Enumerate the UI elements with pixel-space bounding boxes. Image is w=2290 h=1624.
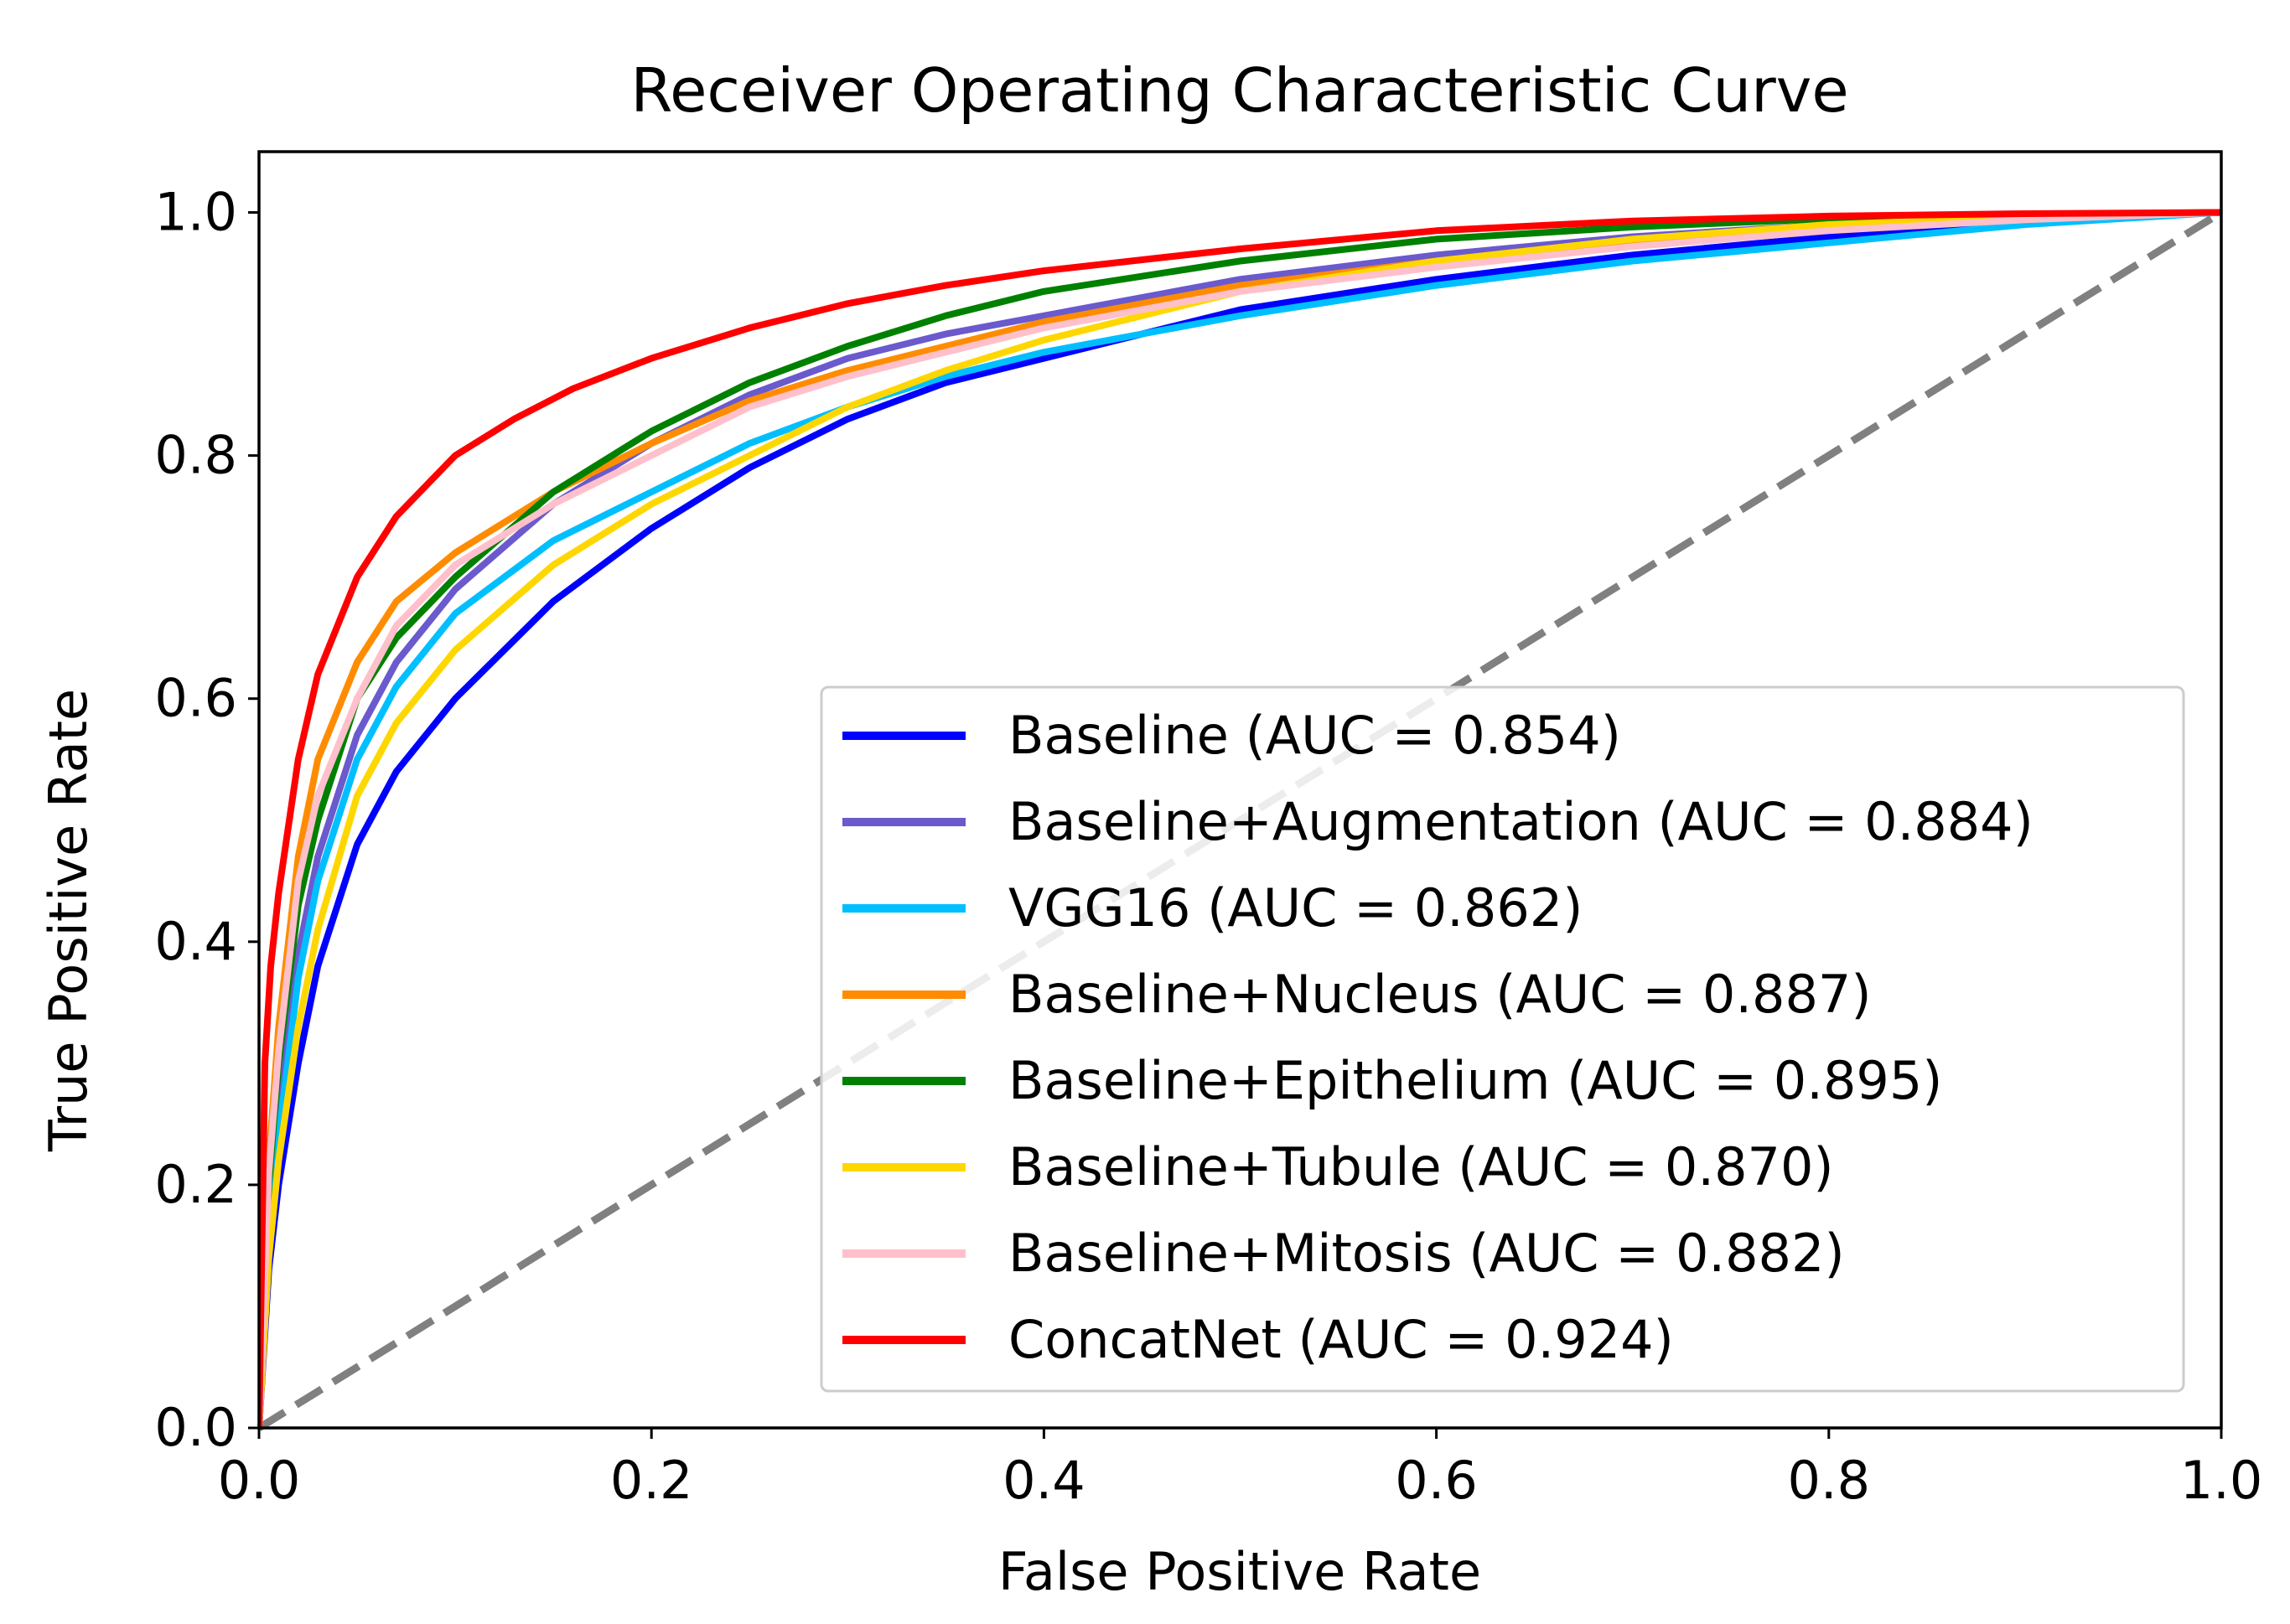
legend-label-3: VGG16 (AUC = 0.862)	[1008, 877, 1583, 939]
legend-label-4: Baseline+Nucleus (AUC = 0.887)	[1008, 964, 1872, 1025]
plot-frame	[257, 150, 2223, 1430]
series-line-1	[259, 209, 2221, 1428]
x-tick-label: 1.0	[2180, 1450, 2263, 1511]
series-lines	[259, 209, 2221, 1428]
series-line-3	[259, 209, 2221, 1428]
x-axis-label: False Positive Rate	[998, 1541, 1481, 1602]
x-tick-label: 0.0	[218, 1450, 301, 1511]
legend-box	[820, 685, 2185, 1393]
legend-label-8: ConcatNet (AUC = 0.924)	[1008, 1309, 1674, 1370]
legend-label-2: Baseline+Augmentation (AUC = 0.884)	[1008, 791, 2034, 852]
y-tick-label: 0.6	[154, 668, 237, 729]
y-tick-label: 0.4	[154, 911, 237, 972]
axis-ticks: 0.0 0.2 0.4 0.6 0.8 1.0 0.0 0.2 0.4 0.6 0.8 1.0	[154, 182, 2262, 1511]
x-tick-label: 0.8	[1787, 1450, 1870, 1511]
series-line-5	[259, 209, 2221, 1428]
legend: Baseline (AUC = 0.854) Baseline+Augmentat…	[820, 685, 2185, 1393]
legend-label-6: Baseline+Tubule (AUC = 0.870)	[1008, 1136, 1834, 1197]
legend-label-7: Baseline+Mitosis (AUC = 0.882)	[1008, 1223, 1845, 1284]
series-line-6	[259, 209, 2221, 1428]
legend-label-5: Baseline+Epithelium (AUC = 0.895)	[1008, 1050, 1943, 1111]
y-tick-label: 1.0	[154, 182, 237, 243]
y-tick-label: 0.0	[154, 1397, 237, 1458]
series-line-7	[259, 209, 2221, 1428]
y-tick-label: 0.8	[154, 425, 237, 486]
y-axis-label: True Positive Rate	[38, 689, 99, 1152]
plot-area	[256, 150, 2224, 1431]
x-tick-label: 0.2	[610, 1450, 693, 1511]
y-tick-label: 0.2	[154, 1154, 237, 1215]
x-tick-label: 0.4	[1003, 1450, 1085, 1511]
legend-label-1: Baseline (AUC = 0.854)	[1008, 705, 1621, 766]
chart-title: Receiver Operating Characteristic Curve	[630, 55, 1848, 126]
series-line-8	[259, 209, 2221, 1428]
x-tick-label: 0.6	[1395, 1450, 1478, 1511]
